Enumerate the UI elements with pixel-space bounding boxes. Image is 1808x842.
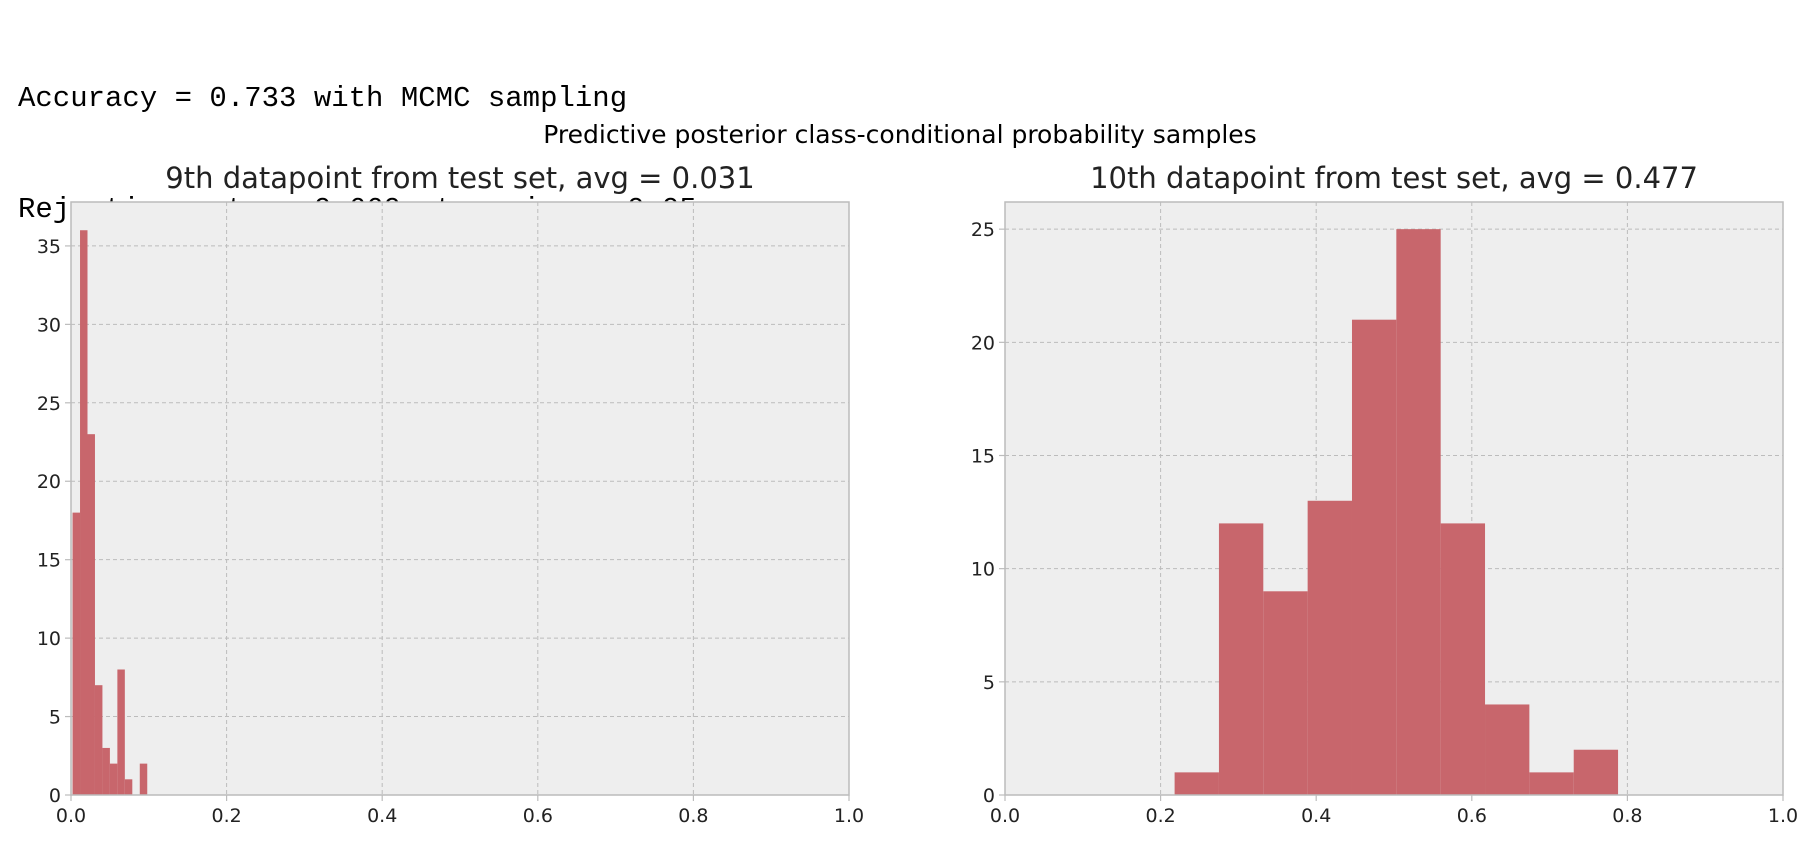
- histogram-chart-9th: 0.0 0.2 0.4 0.6 0.8 1.0 0 5 10 15 20 25 30 35 9th data…: [37, 161, 864, 827]
- x-tick-label: 0.8: [678, 805, 708, 827]
- x-tick-label: 1.0: [1768, 805, 1798, 827]
- histogram-bar: [1396, 229, 1441, 796]
- histogram-bar: [1174, 772, 1219, 795]
- y-tick-label: 30: [37, 314, 61, 336]
- histogram-bar: [1218, 523, 1264, 795]
- x-tick-label: 0.8: [1612, 805, 1642, 827]
- y-tick-label: 0: [49, 785, 61, 807]
- y-tick-label: 15: [37, 550, 61, 572]
- y-tick-label: 10: [971, 559, 995, 581]
- histogram-bar: [1307, 500, 1352, 795]
- histogram-bar: [87, 434, 95, 795]
- y-tick-label: 5: [49, 707, 61, 729]
- y-tick-label: 5: [983, 672, 995, 694]
- x-tick-label: 0.6: [1457, 805, 1487, 827]
- x-tick-label: 0.4: [367, 805, 397, 827]
- histogram-bar: [80, 230, 88, 795]
- histogram-bar: [1440, 523, 1486, 795]
- y-tick-label: 15: [971, 445, 995, 467]
- accuracy-line: Accuracy = 0.733 with MCMC sampling: [18, 82, 628, 115]
- y-tick-label: 25: [971, 219, 995, 241]
- x-tick-label: 1.0: [834, 805, 864, 827]
- histogram-bar: [1263, 591, 1308, 795]
- histogram-bar: [1351, 319, 1397, 795]
- plot-area: [71, 202, 849, 795]
- histogram-bar: [109, 763, 118, 795]
- histogram-bar: [102, 747, 110, 795]
- y-tick-label: 0: [983, 785, 995, 807]
- histogram-bar: [1485, 704, 1530, 795]
- chart-title: 9th datapoint from test set, avg = 0.031: [165, 161, 754, 195]
- x-tick-label: 0.4: [1301, 805, 1331, 827]
- chart-title: 10th datapoint from test set, avg = 0.47…: [1090, 161, 1698, 195]
- histogram-chart-10th: 0.0 0.2 0.4 0.6 0.8 1.0 0 5 10 15 20 25 10th datapoi…: [971, 161, 1798, 827]
- y-tick-label: 20: [971, 332, 995, 354]
- histogram-bar: [94, 685, 103, 795]
- figure-suptitle: Predictive posterior class-conditional p…: [543, 120, 1256, 149]
- x-tick-label: 0.0: [990, 805, 1020, 827]
- x-tick-label: 0.0: [56, 805, 86, 827]
- axes-frame: [1004, 201, 1784, 796]
- histogram-bar: [117, 669, 125, 795]
- y-tick-label: 20: [37, 471, 61, 493]
- x-tick-label: 0.6: [523, 805, 553, 827]
- y-tick-label: 25: [37, 393, 61, 415]
- axes-frame: [70, 201, 850, 796]
- x-tick-label: 0.2: [211, 805, 241, 827]
- histogram-bar: [124, 779, 133, 795]
- y-tick-label: 35: [37, 236, 61, 258]
- histogram-bar: [72, 512, 81, 795]
- histogram-bar: [139, 763, 148, 795]
- y-tick-label: 10: [37, 628, 61, 650]
- histogram-bar: [1529, 772, 1574, 795]
- x-tick-label: 0.2: [1145, 805, 1175, 827]
- histogram-bar: [1573, 749, 1619, 795]
